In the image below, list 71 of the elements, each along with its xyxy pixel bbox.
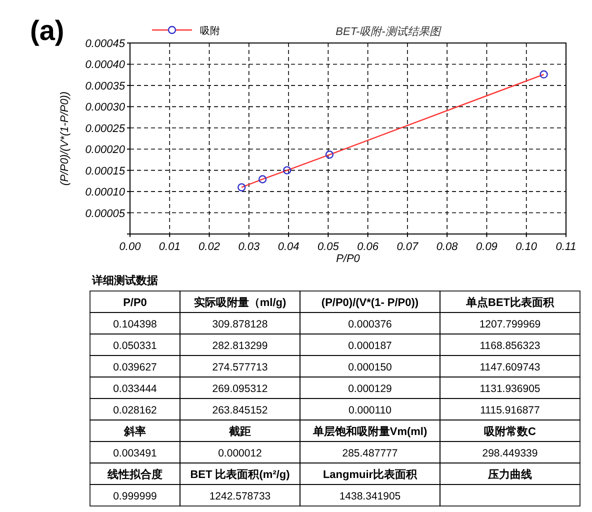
y-tick-label: 0.00030 <box>85 102 126 114</box>
text: (P/P0)/(V*(1- P/P0)) <box>321 296 419 309</box>
text: 1168.856323 <box>480 340 540 352</box>
text: 0.000129 <box>348 382 392 395</box>
point <box>540 70 548 79</box>
text: 269.095312 <box>212 382 268 395</box>
x-tick-label: 0.09 <box>476 241 498 253</box>
y-tick-label: 0.00020 <box>85 144 126 156</box>
text: 1131.936905 <box>480 382 540 395</box>
text: 0.000187 <box>348 340 392 352</box>
y-tick-label: 0.00040 <box>85 59 126 72</box>
y-tick-label: 0.00010 <box>85 186 126 199</box>
y-axis-title: (P/P0)/(V*(1-P/P0)) <box>59 91 71 186</box>
text: 0.104398 <box>113 318 157 330</box>
text: 282.813299 <box>212 340 268 352</box>
legend-label: 吸附 <box>200 25 220 37</box>
x-tick-label: 0.02 <box>198 241 220 253</box>
x-tick-label: 0.08 <box>436 241 459 253</box>
x-tick-label: 0.04 <box>278 241 300 253</box>
text: 1242.578733 <box>209 490 271 502</box>
text: 0.039627 <box>113 361 157 374</box>
x-tick-label: 0.01 <box>158 241 180 253</box>
text: 0.000150 <box>348 361 392 374</box>
x-axis-title: P/P0 <box>336 253 361 265</box>
y-tick-label: 0.00025 <box>85 122 126 135</box>
text: 274.577713 <box>212 361 268 374</box>
text: 线性拟合度 <box>108 468 162 481</box>
text: 0.000110 <box>348 404 392 416</box>
text: 1115.916877 <box>480 404 540 416</box>
text: 0.999999 <box>113 490 157 502</box>
text: 斜率 <box>124 426 146 438</box>
x-tick-label: 0.07 <box>396 241 420 253</box>
text: 263.845152 <box>212 404 268 416</box>
text: 0.050331 <box>113 340 157 352</box>
text: 详细测试数据 <box>91 274 158 287</box>
text: 截距 <box>229 426 251 438</box>
text: 285.487777 <box>342 447 398 460</box>
text: 1147.609743 <box>480 361 540 374</box>
text: P/P0 <box>123 296 147 309</box>
text: 0.000012 <box>218 447 262 460</box>
x-tick-label: 0.06 <box>357 241 380 253</box>
x-tick-label: 0.11 <box>556 241 576 253</box>
y-tick-label: 0.00035 <box>85 80 126 92</box>
x-tick-label: 0.03 <box>238 241 260 253</box>
y-tick-label: 0.00005 <box>85 208 126 220</box>
text: 0.000376 <box>348 318 392 330</box>
x-tick-label: 0.10 <box>516 241 538 253</box>
text: 309.878128 <box>212 318 268 330</box>
chart-title: BET-吸附-测试结果图 <box>336 25 442 38</box>
text: 0.028162 <box>113 404 157 416</box>
text: 单层饱和吸附量Vm(ml) <box>312 426 428 438</box>
point <box>258 175 267 184</box>
text: Langmuir比表面积 <box>322 468 418 481</box>
text: 单点BET比表面积 <box>466 296 554 309</box>
text: 吸附常数C <box>484 426 536 438</box>
point <box>238 183 246 192</box>
x-tick-label: 0.00 <box>119 241 142 253</box>
text: 压力曲线 <box>488 468 532 481</box>
point <box>325 150 334 159</box>
text: 1438.341905 <box>339 490 401 502</box>
text: BET 比表面积(m²/g) <box>190 468 290 481</box>
y-tick-label: 0.00015 <box>85 165 126 178</box>
text: 0.033444 <box>113 382 157 395</box>
y-tick-label: 0.00045 <box>85 38 126 50</box>
point <box>282 166 292 174</box>
text: 1207.799969 <box>479 318 541 330</box>
x-tick-label: 0.05 <box>317 241 340 253</box>
text: (a) <box>30 15 64 46</box>
text: 实际吸附量（ml/g) <box>194 296 286 309</box>
text: 298.449339 <box>482 447 538 460</box>
text: 0.003491 <box>113 447 157 460</box>
